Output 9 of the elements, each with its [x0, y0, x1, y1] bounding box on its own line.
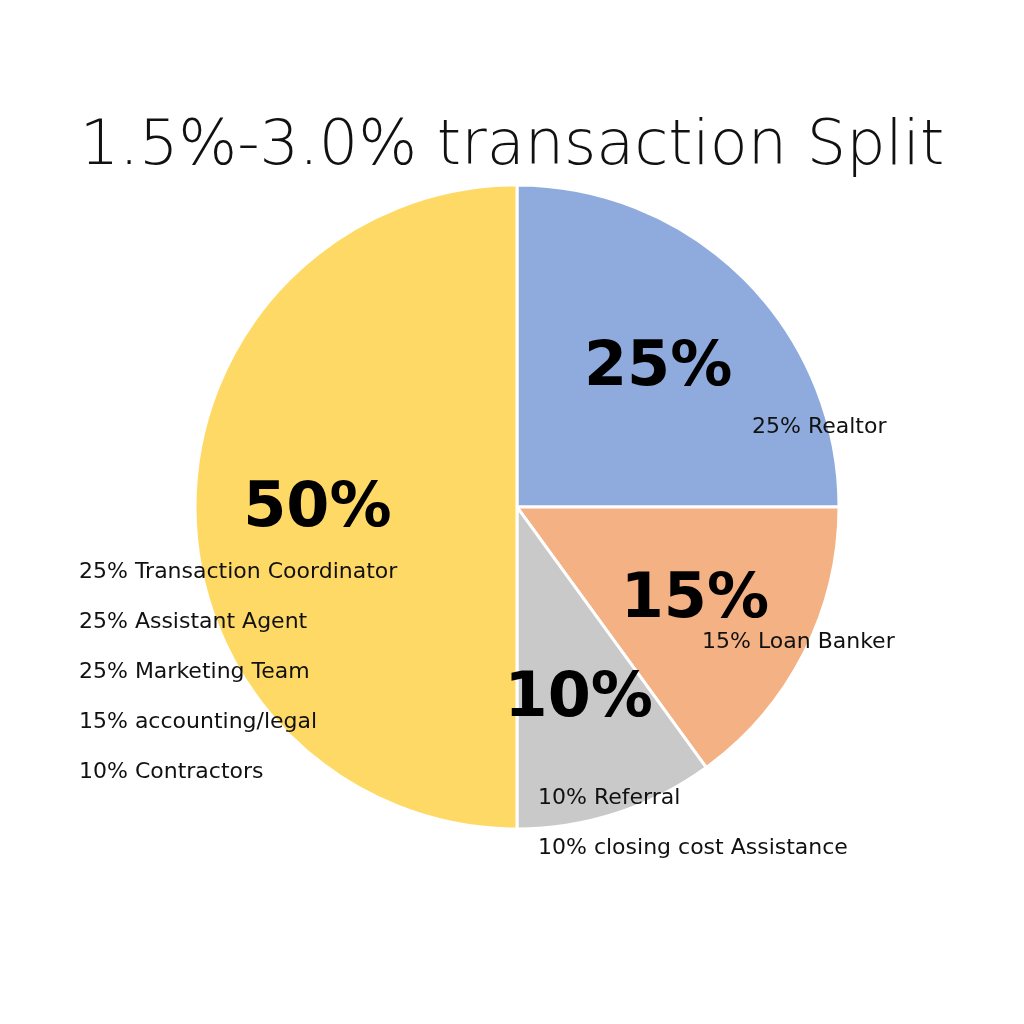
data-label: 10%	[504, 657, 653, 731]
data-label: 50%	[243, 468, 392, 541]
text: 25% Marketing Team	[79, 658, 310, 683]
data-label: 25%	[583, 326, 733, 400]
text: 10% closing cost Assistance	[538, 834, 848, 859]
text: 10% Contractors	[79, 758, 264, 783]
text: 10% Referral	[538, 784, 681, 809]
text: 25% Realtor	[752, 413, 888, 438]
chart-title: 1.5%-3.0% transaction Split	[79, 106, 945, 179]
